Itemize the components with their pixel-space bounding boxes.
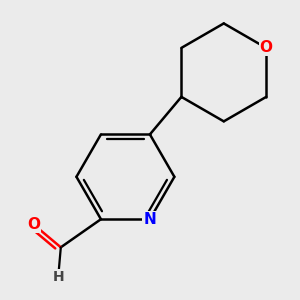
Text: O: O: [27, 217, 40, 232]
Text: O: O: [260, 40, 273, 56]
Text: H: H: [52, 270, 64, 283]
Text: N: N: [143, 212, 156, 227]
